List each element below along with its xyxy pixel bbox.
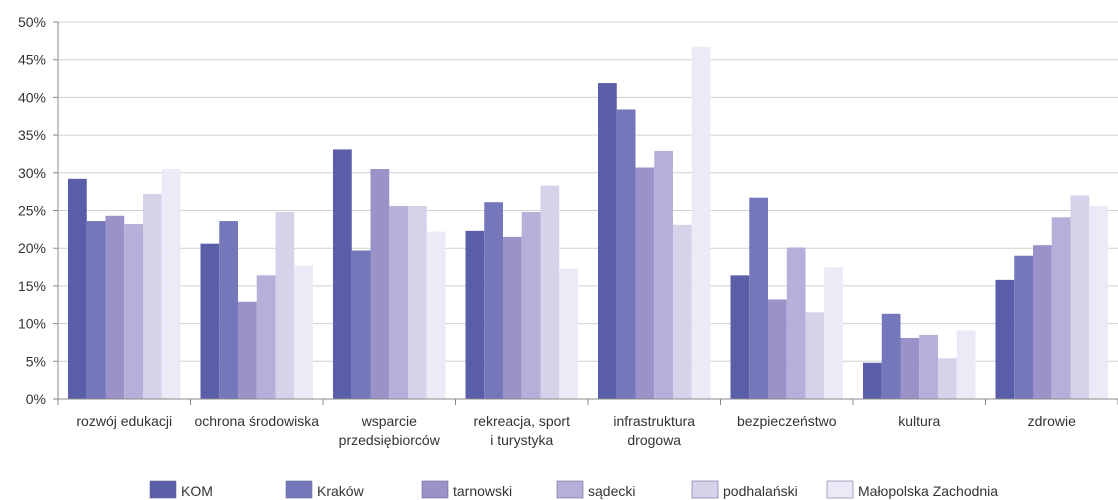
category-label: rozwój edukacji <box>76 413 172 429</box>
y-tick-label: 10% <box>18 316 46 332</box>
category-label: przedsiębiorców <box>339 432 441 448</box>
bar <box>200 243 220 399</box>
legend-label: podhalański <box>723 483 798 499</box>
bar <box>768 299 787 399</box>
bar <box>863 362 882 399</box>
bar <box>1051 217 1071 399</box>
bar <box>616 109 636 400</box>
bar <box>465 230 485 399</box>
bar <box>294 265 313 399</box>
bars <box>68 46 1108 400</box>
category-label: bezpieczeństwo <box>737 413 837 429</box>
category-label: zdrowie <box>1028 413 1076 429</box>
legend-swatch <box>556 480 584 499</box>
legend-label: Kraków <box>317 483 365 499</box>
bar <box>521 212 541 399</box>
bar <box>995 279 1015 399</box>
bar <box>1033 245 1052 399</box>
axes <box>57 22 1118 405</box>
legend-label: KOM <box>181 483 213 499</box>
bar <box>786 247 806 399</box>
bar <box>824 267 843 399</box>
bar <box>426 231 446 399</box>
y-tick-label: 30% <box>18 165 46 181</box>
y-tick-label: 20% <box>18 240 46 256</box>
bar <box>124 224 143 399</box>
legend: KOM Kraków tarnowski sądecki podhalański Mało… <box>149 480 998 499</box>
bar <box>333 149 352 399</box>
bar <box>749 197 768 399</box>
category-label: infrastruktura <box>613 413 695 429</box>
category-label: wsparcie <box>361 413 417 429</box>
category-label: kultura <box>898 413 940 429</box>
bar <box>673 224 692 399</box>
y-tick-label: 0% <box>26 391 46 407</box>
legend-label: tarnowski <box>453 483 512 499</box>
y-tick-label: 25% <box>18 203 46 219</box>
bar <box>238 301 257 399</box>
y-tick-label: 15% <box>18 278 46 294</box>
y-tick-label: 5% <box>26 353 46 369</box>
bar <box>389 205 408 399</box>
bar <box>654 150 673 399</box>
bar <box>68 178 87 399</box>
legend-label: sądecki <box>588 483 635 499</box>
bar <box>1014 255 1033 399</box>
bar <box>143 193 162 399</box>
bar <box>730 275 750 399</box>
bar <box>691 46 711 400</box>
legend-swatch <box>826 480 854 499</box>
bar <box>503 236 522 399</box>
legend-label: Małopolska Zachodnia <box>858 483 998 499</box>
bar <box>370 169 390 399</box>
category-label: drogowa <box>627 432 681 448</box>
bar <box>598 83 617 399</box>
bar <box>938 358 957 399</box>
y-axis-ticks: 0% 5% 10% 15% 20% 25% 30% 35% 40% 45% 50% <box>18 14 58 407</box>
bar <box>635 167 655 399</box>
bar <box>351 250 371 399</box>
bar <box>900 337 920 399</box>
bar <box>275 212 295 399</box>
bar <box>219 221 238 399</box>
bar <box>881 313 901 399</box>
bar <box>805 312 825 399</box>
x-axis-labels: rozwój edukacji ochrona środowiska wsparci… <box>76 413 1076 448</box>
bar <box>540 185 560 399</box>
category-label: ochrona środowiska <box>194 413 319 429</box>
bar <box>256 275 276 399</box>
bar <box>105 215 125 399</box>
legend-swatch <box>149 480 177 499</box>
bar <box>86 221 106 399</box>
bar <box>559 268 578 399</box>
bar <box>956 330 976 399</box>
bar <box>161 169 181 399</box>
bar <box>1089 205 1108 399</box>
legend-swatch <box>421 480 449 499</box>
y-tick-label: 40% <box>18 89 46 105</box>
category-label: i turystyka <box>490 432 553 448</box>
y-tick-label: 35% <box>18 127 46 143</box>
y-tick-label: 50% <box>18 14 46 30</box>
bar <box>1070 195 1090 399</box>
bar <box>408 205 427 399</box>
y-tick-label: 45% <box>18 52 46 68</box>
legend-swatch <box>691 480 719 499</box>
category-label: rekreacja, sport <box>474 413 571 429</box>
bar <box>919 334 938 399</box>
legend-swatch <box>285 480 313 499</box>
bar <box>484 202 503 399</box>
